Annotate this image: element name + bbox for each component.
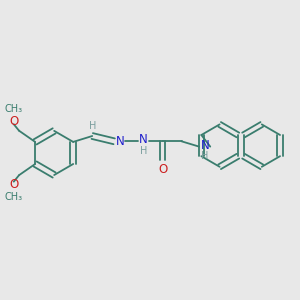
- Text: N: N: [201, 139, 209, 152]
- Text: N: N: [116, 135, 124, 148]
- Text: H: H: [88, 121, 96, 131]
- Text: O: O: [9, 178, 18, 190]
- Text: CH₃: CH₃: [5, 192, 23, 202]
- Text: H: H: [201, 151, 209, 161]
- Text: O: O: [9, 116, 18, 128]
- Text: O: O: [158, 163, 167, 176]
- Text: H: H: [140, 146, 147, 156]
- Text: N: N: [139, 133, 148, 146]
- Text: CH₃: CH₃: [5, 103, 23, 114]
